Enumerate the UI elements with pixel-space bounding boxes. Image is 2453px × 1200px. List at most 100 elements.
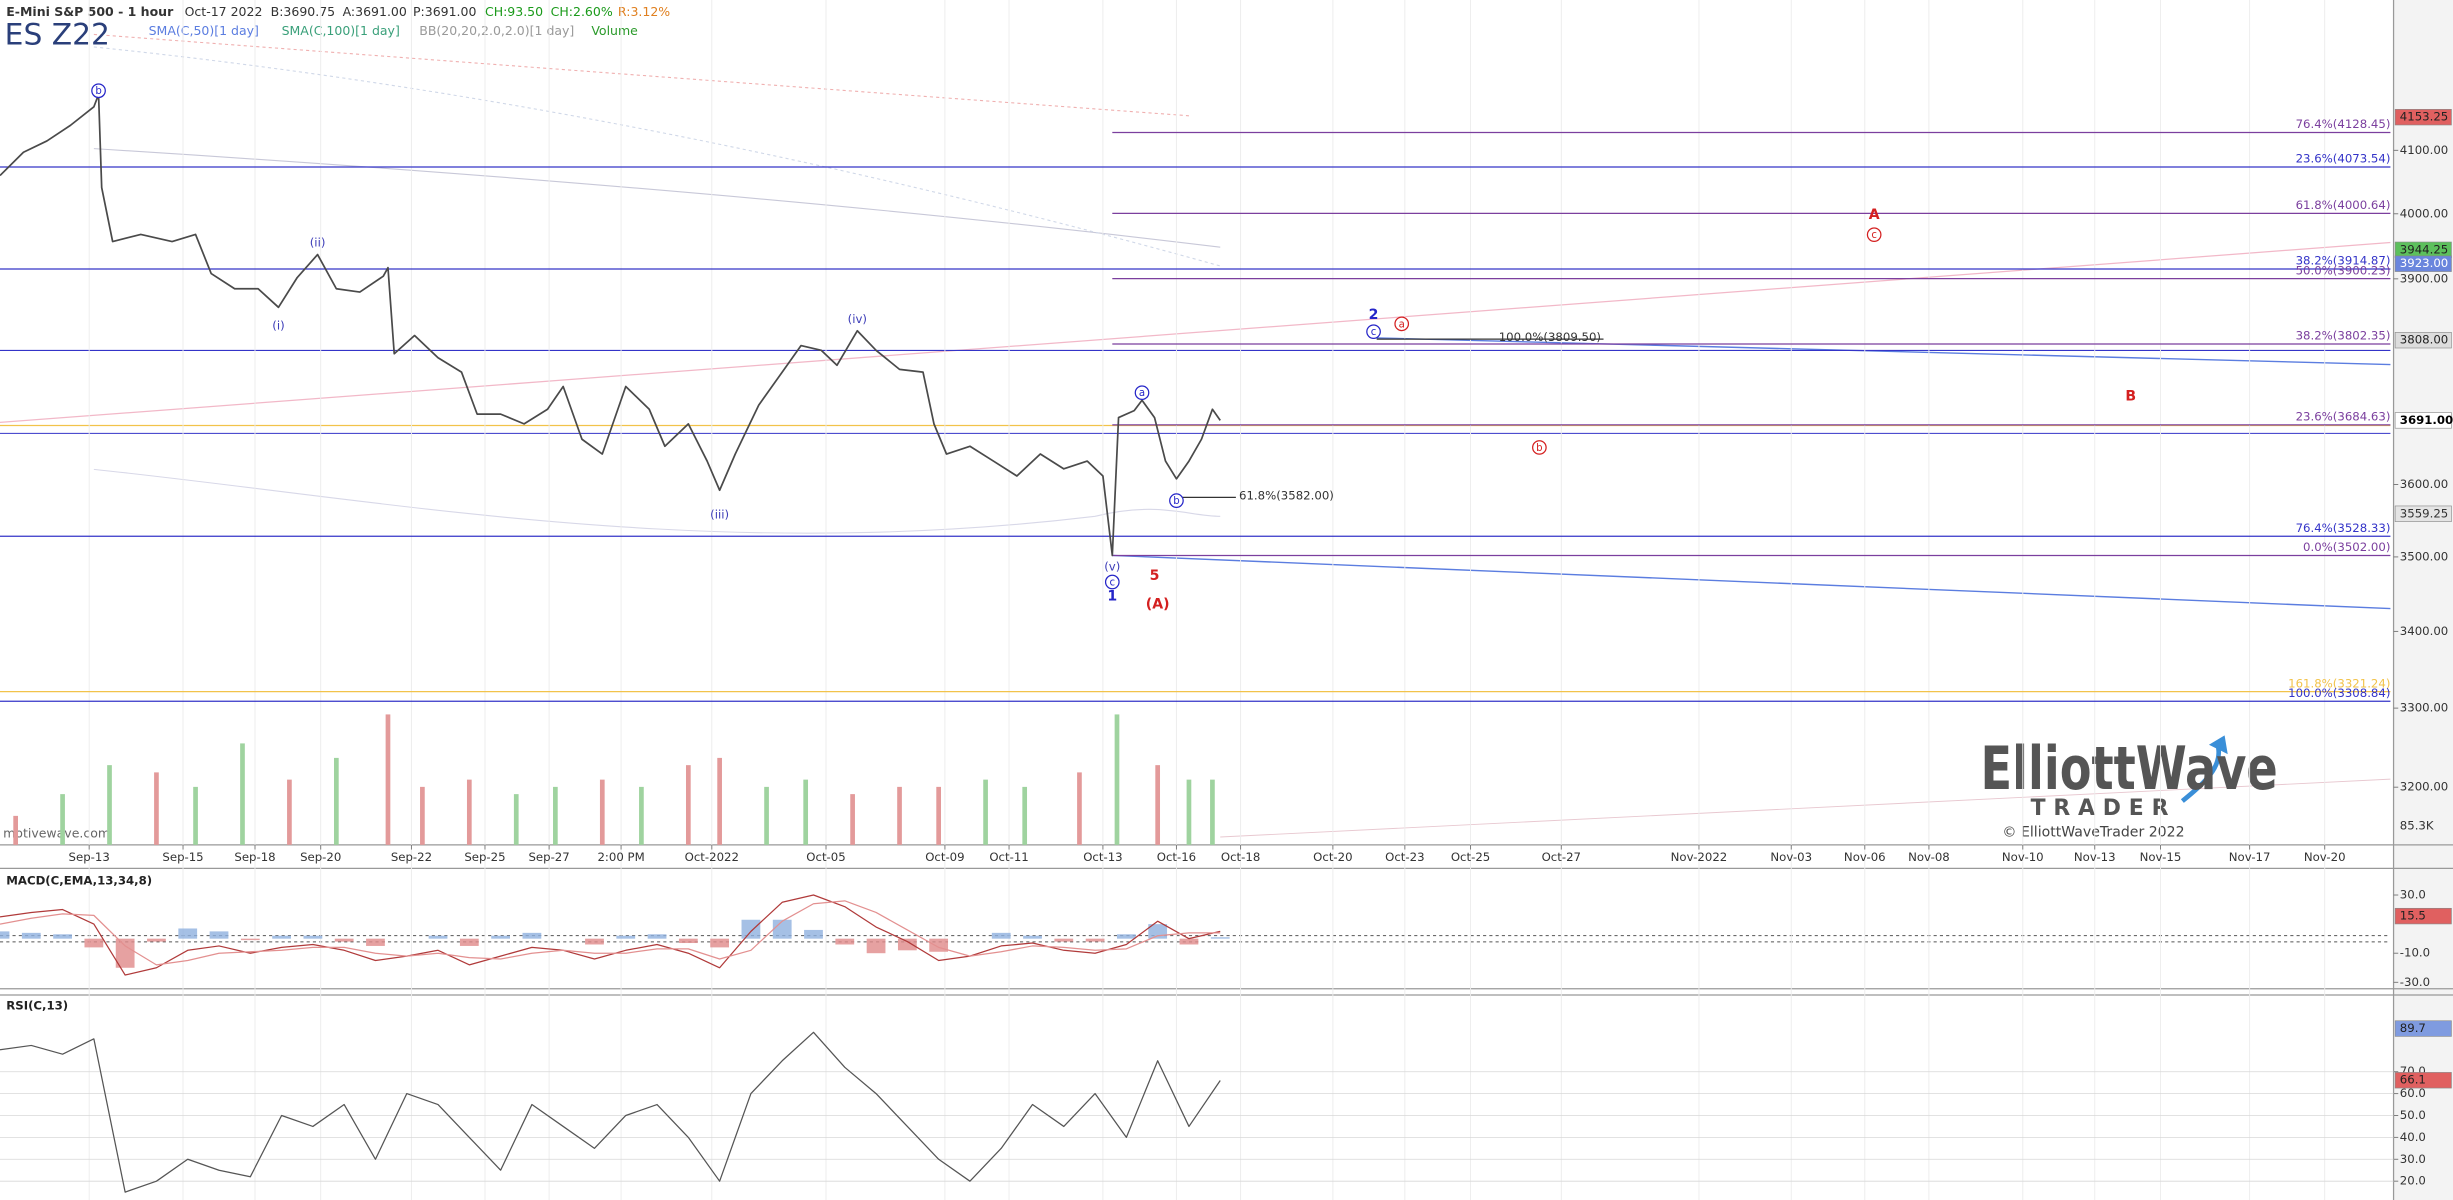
wave-label: (A) [1146, 596, 1170, 612]
logo-arrow [2208, 735, 2228, 755]
fib-label: 100.0%(3308.84) [2288, 686, 2390, 700]
trendline [1376, 337, 2391, 366]
histogram-bar [1023, 935, 1042, 939]
volume-bar [850, 794, 855, 845]
wave-label: A [1869, 207, 1880, 223]
histogram-bar [334, 938, 354, 942]
histogram-bar [178, 928, 198, 939]
histogram-bar [0, 931, 10, 939]
fib-label: 38.2%(3802.35) [2296, 329, 2391, 343]
wave-label: c [1371, 327, 1377, 338]
histogram-bar [428, 935, 448, 939]
x-tick-label: Oct-27 [1542, 850, 1581, 864]
fib-label: 61.8%(3582.00) [1239, 488, 1334, 502]
bid: B:3690.75 [271, 4, 335, 19]
fib-label: 38.2%(3914.87) [2296, 254, 2391, 268]
histogram-bar [1054, 938, 1074, 942]
fib-label: 161.8%(3321.24) [2288, 676, 2390, 690]
price-marker [2394, 505, 2452, 522]
price-marker [2394, 332, 2452, 349]
fib-label: 50.0%(3900.23) [2296, 263, 2391, 277]
volume-bar [240, 743, 245, 845]
price-marker-label: 15.5 [2400, 909, 2426, 923]
y-tick-label: 60.0 [2400, 1086, 2426, 1100]
histogram-bar [522, 932, 542, 939]
histogram-bar [1210, 937, 1230, 939]
change-pct: CH:2.60% [551, 4, 613, 19]
volume-bar [897, 786, 902, 845]
histogram-bar [272, 935, 291, 939]
indicator: BB(20,20,2.0,2.0)[1 day] [419, 23, 574, 38]
histogram-bar [366, 938, 385, 946]
histogram-bar [585, 938, 604, 945]
volume-label: 85.3K [2400, 819, 2434, 833]
volume-bar [553, 786, 558, 845]
histogram-bar [491, 935, 510, 939]
indicator: Volume [591, 23, 638, 38]
y-tick-label: 40.0 [2400, 1130, 2426, 1144]
series-line [0, 894, 1221, 976]
y-tick-label: 3600.00 [2400, 477, 2448, 491]
volume-bar [803, 779, 809, 845]
histogram-bar [209, 931, 229, 939]
histogram-bar [459, 938, 479, 946]
price-marker [2394, 1020, 2452, 1037]
wave-circle [1134, 385, 1150, 401]
volume-bar [1077, 772, 1082, 845]
wave-label: c [1110, 577, 1116, 588]
fib-label: 23.6%(4073.54) [2296, 152, 2391, 166]
trendline [0, 241, 2391, 424]
x-tick-label: Sep-25 [464, 850, 505, 864]
wave-circle [1394, 316, 1410, 332]
histogram-bar [53, 934, 72, 939]
fib-label: 100.0%(3809.50) [1499, 330, 1601, 344]
y-tick-label: 3200.00 [2400, 780, 2448, 794]
x-tick-label: Sep-13 [69, 850, 110, 864]
histogram-bar [772, 919, 792, 939]
x-tick-label: Sep-18 [234, 850, 275, 864]
price-marker-label: 3559.25 [2400, 506, 2448, 520]
histogram-bar [804, 929, 823, 939]
volume-bar [639, 786, 644, 845]
wave-label: (v) [1104, 559, 1120, 573]
histogram-bar [616, 935, 636, 939]
histogram-bar [1085, 938, 1105, 942]
x-tick-label: Oct-13 [1083, 850, 1122, 864]
x-tick-label: 2:00 PM [597, 850, 644, 864]
trendline [1112, 554, 2391, 610]
histogram-bar [84, 938, 104, 948]
panel-title: MACD(C,EMA,13,34,8) [6, 873, 152, 887]
histogram-bar [1116, 934, 1136, 939]
y-tick-label: 30.0 [2400, 1152, 2426, 1166]
price-marker [2394, 907, 2452, 925]
x-tick-label: Oct-18 [1221, 850, 1260, 864]
logo-swoosh [2180, 747, 2222, 803]
x-tick-label: Sep-20 [300, 850, 341, 864]
x-tick-label: Oct-16 [1157, 850, 1196, 864]
volume-bar [936, 786, 941, 845]
volume-bar [385, 714, 391, 845]
volume-bar [685, 765, 691, 845]
price-marker [2394, 1072, 2452, 1089]
x-tick-label: Sep-22 [391, 850, 432, 864]
volume-bar [717, 757, 722, 845]
volume-bar [334, 757, 339, 845]
wave-circle [1104, 574, 1120, 590]
x-tick-label: Nov-13 [2074, 850, 2116, 864]
wave-circle [1532, 440, 1547, 455]
x-tick-label: Nov-20 [2304, 850, 2346, 864]
histogram-bar [303, 935, 323, 939]
wave-label: a [1399, 319, 1405, 330]
y-tick-label: 3900.00 [2400, 271, 2448, 285]
volume-bar [1186, 779, 1192, 845]
price-marker-label: 3691.00 [2400, 413, 2453, 427]
volume-bar [60, 794, 65, 845]
histogram-bar [991, 932, 1011, 939]
histogram-bar [835, 938, 855, 945]
x-tick-label: Oct-11 [989, 850, 1028, 864]
wave-label: 2 [1369, 307, 1379, 323]
y-tick-label: 3500.00 [2400, 549, 2448, 563]
wave-label: a [1139, 388, 1145, 399]
watermark: motivewave.com [3, 825, 110, 840]
